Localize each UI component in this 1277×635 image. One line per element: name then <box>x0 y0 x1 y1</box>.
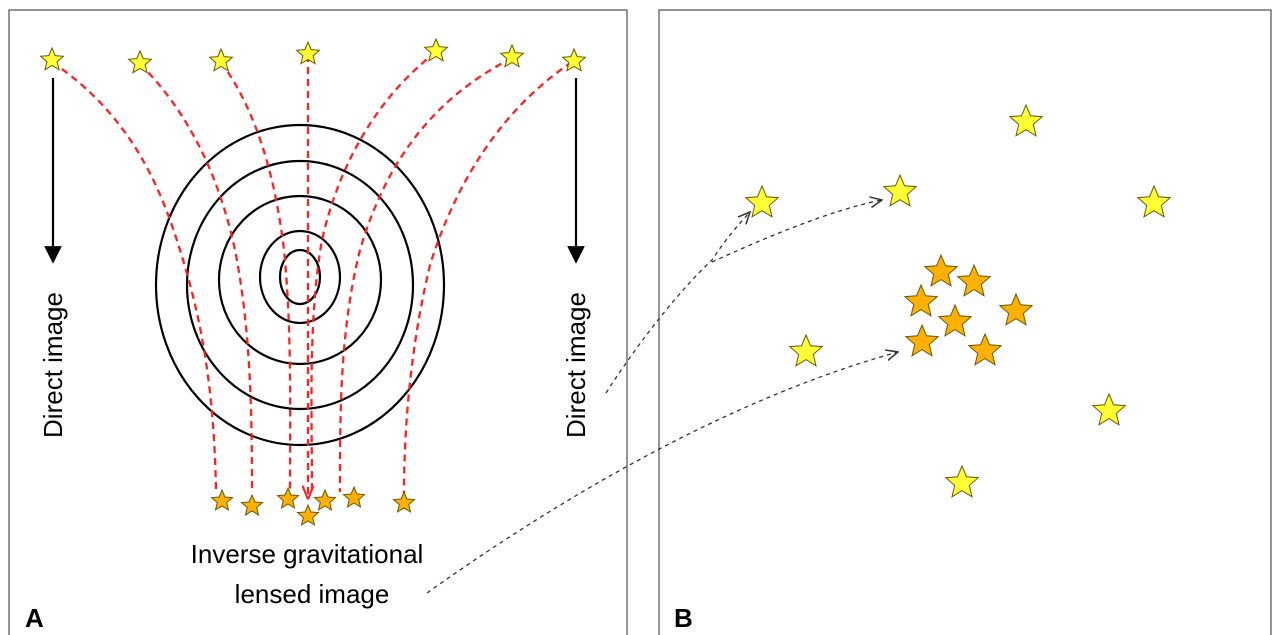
ray-2 <box>139 63 254 493</box>
contour-ring-5 <box>278 248 322 306</box>
cluster-star-icon-6 <box>904 323 940 357</box>
cluster-star-icon-4 <box>937 303 973 337</box>
pointer-direct-image-branch <box>711 200 882 263</box>
source-star-icon-5 <box>423 37 449 62</box>
cluster-star-icon-5 <box>998 292 1034 326</box>
lensed-image-caption-line1: Inverse gravitational <box>191 539 424 569</box>
stars-layer <box>39 37 1172 526</box>
field-star-icon-7 <box>944 464 980 498</box>
pointer-lensed-image <box>426 352 898 594</box>
cluster-star-icon-1 <box>923 253 959 287</box>
ray-5 <box>310 51 437 493</box>
pointer-arrows <box>426 200 898 594</box>
field-star-icon-4 <box>1136 184 1172 218</box>
field-star-icon-2 <box>744 184 780 218</box>
lensed-star-icon-4 <box>296 503 320 526</box>
lens-contours <box>154 123 446 447</box>
direct-image-arrows <box>44 78 585 264</box>
lensed-star-icon-7 <box>392 490 416 513</box>
cluster-star-icon-7 <box>967 332 1003 366</box>
cluster-star-icon-2 <box>956 263 992 297</box>
source-star-icon-2 <box>127 49 153 74</box>
ray-3 <box>220 61 292 493</box>
field-star-icon-3 <box>882 173 918 207</box>
lensed-image-caption-line2: lensed image <box>235 579 390 609</box>
field-star-icon-6 <box>1091 392 1127 426</box>
field-star-icon-5 <box>788 333 824 367</box>
lensed-star-icon-1 <box>210 488 234 511</box>
contour-ring-2 <box>185 159 415 411</box>
contour-ring-4 <box>258 229 342 325</box>
right-direct-image-caption: Direct image <box>561 292 591 438</box>
panel-a-label: A <box>25 603 44 633</box>
light-rays <box>51 51 573 498</box>
lensed-star-icon-6 <box>342 485 366 508</box>
lensed-star-icon-2 <box>240 493 264 516</box>
lensed-star-icon-5 <box>313 488 337 511</box>
pointer-direct-image <box>605 212 750 394</box>
lensed-star-icon-3 <box>276 486 300 509</box>
cluster-star-icon-3 <box>903 283 939 317</box>
source-star-icon-3 <box>208 47 234 72</box>
source-star-icon-6 <box>499 43 525 68</box>
source-star-icon-4 <box>295 40 321 65</box>
panel-b-label: B <box>674 603 693 633</box>
contour-ring-1 <box>154 123 446 447</box>
ray-7 <box>402 61 573 495</box>
panel-a-frame <box>8 9 628 635</box>
ray-6 <box>338 56 513 493</box>
ray-1 <box>51 61 218 491</box>
field-star-icon-1 <box>1008 103 1044 137</box>
left-direct-image-caption: Direct image <box>38 292 68 438</box>
source-star-icon-7 <box>561 47 587 72</box>
source-star-icon-1 <box>39 46 65 71</box>
contour-ring-3 <box>217 194 383 366</box>
